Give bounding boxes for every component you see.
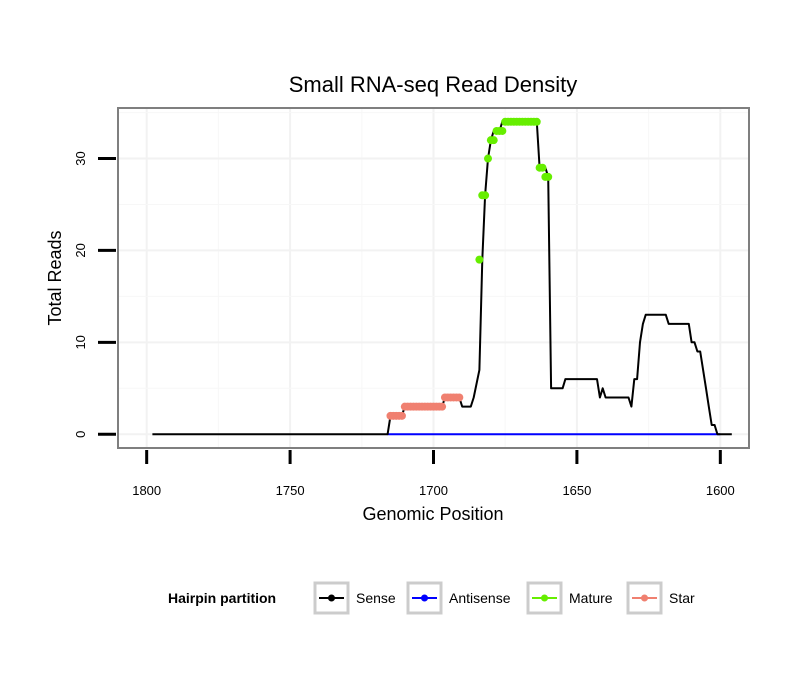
data-point-star xyxy=(438,402,447,411)
axes: 1800 1750 1700 1650 1600 0 10 20 30 xyxy=(73,151,735,498)
series-line-sense xyxy=(152,120,732,436)
data-point-mature xyxy=(532,117,541,126)
y-tick-label: 0 xyxy=(73,431,88,438)
data-point-mature xyxy=(544,172,553,181)
data-point-mature xyxy=(475,255,484,264)
chart-title: Small RNA-seq Read Density xyxy=(289,72,578,97)
x-tick-label: 1700 xyxy=(419,483,448,498)
legend-label-star: Star xyxy=(669,590,695,606)
legend-point-star xyxy=(641,594,648,602)
legend-point-sense xyxy=(328,594,335,602)
x-tick-label: 1800 xyxy=(132,483,161,498)
legend-point-antisense xyxy=(421,594,428,602)
y-axis-label: Total Reads xyxy=(45,230,65,325)
x-axis-label: Genomic Position xyxy=(362,504,503,524)
legend-label-sense: Sense xyxy=(356,590,396,606)
series-layer xyxy=(152,117,732,436)
data-point-mature xyxy=(498,126,507,135)
y-tick-label: 30 xyxy=(73,151,88,165)
data-point-mature xyxy=(483,154,492,163)
data-point-mature xyxy=(489,136,498,145)
legend: Hairpin partition Sense Antisense Mature St… xyxy=(168,581,695,615)
legend-point-mature xyxy=(541,594,548,602)
data-point-star xyxy=(397,411,406,420)
data-point-star xyxy=(455,393,464,402)
legend-title: Hairpin partition xyxy=(168,590,276,606)
legend-label-antisense: Antisense xyxy=(449,590,511,606)
data-point-mature xyxy=(538,163,547,172)
x-tick-label: 1750 xyxy=(276,483,305,498)
x-tick-label: 1600 xyxy=(706,483,735,498)
legend-label-mature: Mature xyxy=(569,590,613,606)
data-point-mature xyxy=(481,191,490,200)
y-tick-label: 10 xyxy=(73,335,88,349)
y-tick-label: 20 xyxy=(73,243,88,257)
x-tick-label: 1650 xyxy=(562,483,591,498)
